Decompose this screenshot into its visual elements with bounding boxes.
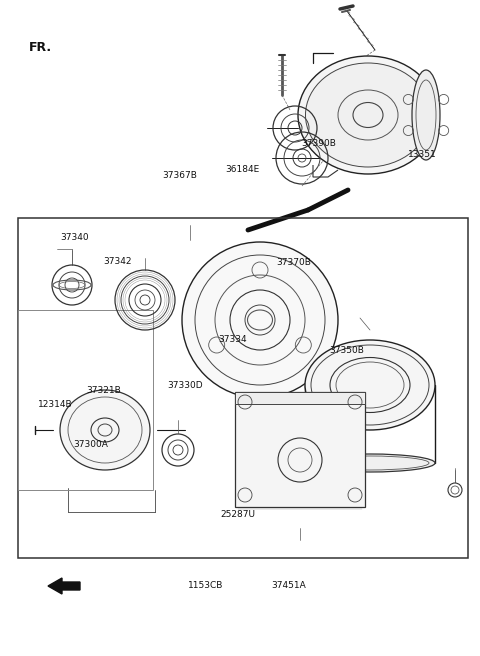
Text: 37321B: 37321B <box>86 386 120 395</box>
Ellipse shape <box>305 340 435 430</box>
Ellipse shape <box>298 56 438 174</box>
Ellipse shape <box>305 63 431 167</box>
Text: 12314B: 12314B <box>38 400 72 409</box>
Text: 37342: 37342 <box>103 256 132 266</box>
Bar <box>18 218 468 558</box>
Text: 37300A: 37300A <box>74 440 108 449</box>
Text: 37367B: 37367B <box>163 171 197 180</box>
Text: 37370B: 37370B <box>276 258 311 267</box>
Bar <box>18 310 153 490</box>
Text: 1153CB: 1153CB <box>188 581 223 590</box>
Text: 36184E: 36184E <box>225 165 260 174</box>
Circle shape <box>182 242 338 398</box>
Polygon shape <box>48 578 80 594</box>
Text: 13351: 13351 <box>408 150 437 159</box>
Ellipse shape <box>412 70 440 160</box>
Ellipse shape <box>305 454 435 472</box>
Text: 37330D: 37330D <box>167 381 203 390</box>
Text: 25287U: 25287U <box>220 510 255 520</box>
Text: 37350B: 37350B <box>329 346 364 356</box>
Ellipse shape <box>60 390 150 470</box>
Text: FR.: FR. <box>29 41 52 54</box>
Text: 37340: 37340 <box>60 233 89 242</box>
Text: 37334: 37334 <box>218 335 247 344</box>
Bar <box>235 392 365 507</box>
Text: 37390B: 37390B <box>302 138 336 148</box>
Bar <box>235 392 365 404</box>
Text: 37451A: 37451A <box>271 581 306 590</box>
